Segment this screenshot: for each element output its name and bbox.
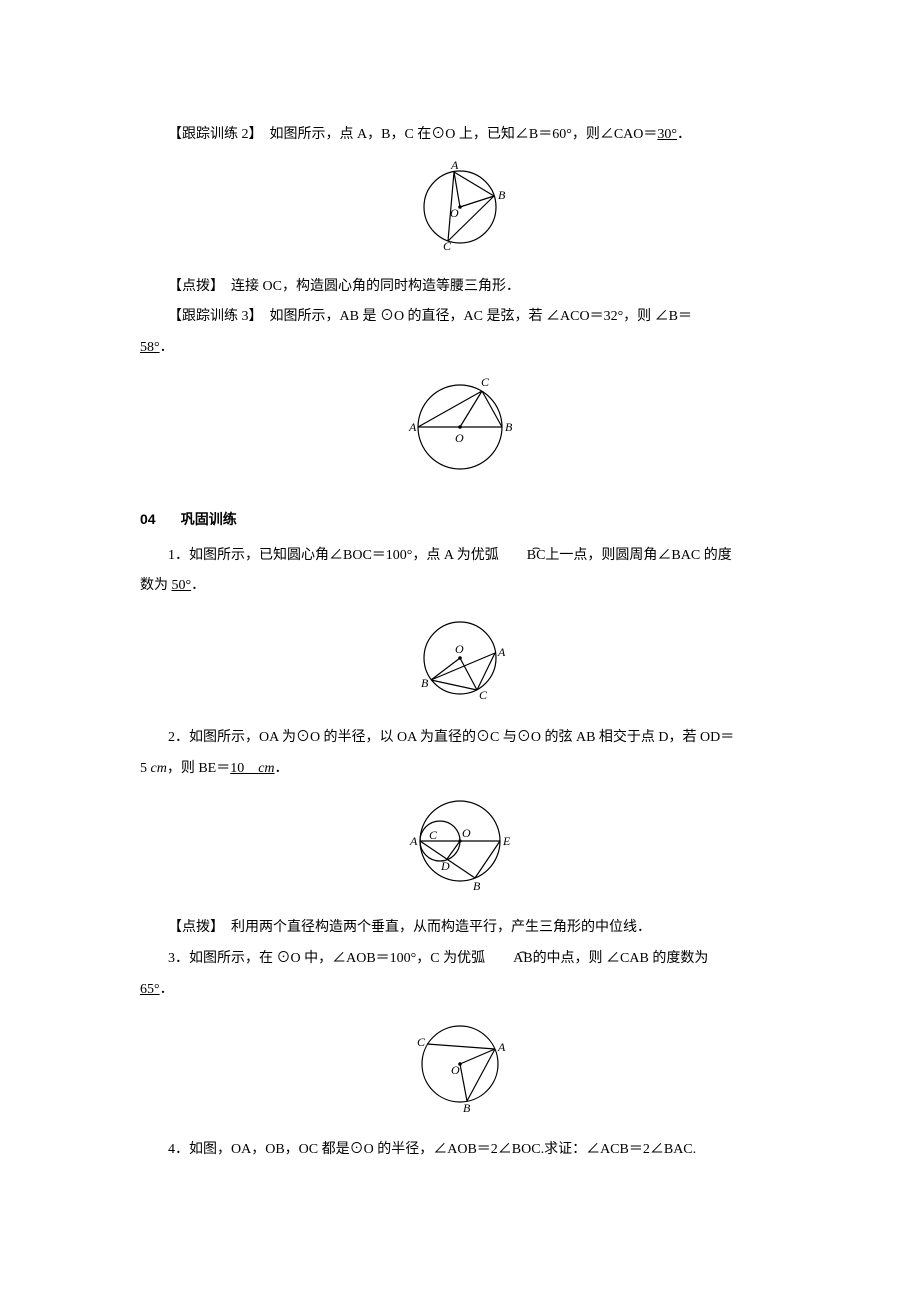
- svg-text:C: C: [429, 828, 438, 842]
- hint-2-text: 【点拨】 利用两个直径构造两个垂直，从而构造平行，产生三角形的中位线．: [168, 920, 651, 935]
- q1-answer: 50°: [172, 578, 192, 593]
- svg-text:C: C: [479, 688, 488, 702]
- figure-1: A B C O: [140, 159, 780, 264]
- arc-bc: ⌢BC: [499, 541, 546, 572]
- svg-text:E: E: [502, 834, 511, 848]
- q2-line1: 2．如图所示，OA 为⊙O 的半径，以 OA 为直径的⊙C 与⊙O 的弦 AB …: [168, 730, 734, 745]
- practice-2-suffix: ．: [677, 127, 691, 142]
- svg-text:O: O: [455, 642, 464, 656]
- q1-pre2: 上一点，则圆周角∠BAC 的度: [545, 548, 731, 563]
- practice-3-suffix: ．: [160, 340, 174, 355]
- figure-2-svg: A B C O: [395, 372, 525, 477]
- svg-text:O: O: [455, 431, 464, 445]
- svg-text:B: B: [463, 1101, 471, 1114]
- svg-text:D: D: [440, 859, 450, 873]
- practice-2: 【跟踪训练 2】 如图所示，点 A，B，C 在⊙O 上，已知∠B＝60°，则∠C…: [140, 120, 780, 151]
- q3-pre1: 3．如图所示，在 ⊙O 中，∠AOB＝100°，C 为优弧: [168, 951, 485, 966]
- svg-text:O: O: [451, 1063, 460, 1077]
- q2-line2a: 5: [140, 761, 151, 776]
- section-header: 04 巩固训练: [140, 504, 780, 537]
- q4-text: 4．如图，OA，OB，OC 都是⊙O 的半径，∠AOB＝2∠BOC.求证：∠AC…: [168, 1142, 696, 1157]
- question-1-line2: 数为 50°．: [140, 571, 780, 602]
- section-number: 04: [140, 511, 156, 527]
- q1-suffix: ．: [191, 578, 205, 593]
- page: 【跟踪训练 2】 如图所示，点 A，B，C 在⊙O 上，已知∠B＝60°，则∠C…: [0, 0, 920, 1305]
- question-3-line1: 3．如图所示，在 ⊙O 中，∠AOB＝100°，C 为优弧⌢AB的中点，则 ∠C…: [140, 944, 780, 975]
- q3-suffix: ．: [160, 982, 174, 997]
- q2-answer: 10 cm: [230, 761, 274, 776]
- figure-3: A B C O: [140, 610, 780, 715]
- question-1-line1: 1．如图所示，已知圆心角∠BOC＝100°，点 A 为优弧⌢BC上一点，则圆周角…: [140, 541, 780, 572]
- practice-2-answer: 30°: [657, 127, 677, 142]
- svg-text:O: O: [462, 826, 471, 840]
- svg-text:A: A: [497, 645, 506, 659]
- q3-pre2: 的中点，则 ∠CAB 的度数为: [533, 951, 709, 966]
- practice-3-answer-line: 58°．: [140, 333, 780, 364]
- svg-text:C: C: [481, 375, 490, 389]
- practice-2-text: 【跟踪训练 2】 如图所示，点 A，B，C 在⊙O 上，已知∠B＝60°，则∠C…: [168, 127, 657, 142]
- question-4: 4．如图，OA，OB，OC 都是⊙O 的半径，∠AOB＝2∠BOC.求证：∠AC…: [140, 1135, 780, 1166]
- practice-3: 【跟踪训练 3】 如图所示，AB 是 ⊙O 的直径，AC 是弦，若 ∠ACO＝3…: [140, 302, 780, 333]
- figure-5: A B C O: [140, 1014, 780, 1127]
- svg-text:O: O: [450, 206, 459, 220]
- figure-4-svg: A C O E D B: [395, 793, 525, 893]
- svg-text:C: C: [443, 239, 452, 251]
- q3-answer: 65°: [140, 982, 160, 997]
- svg-text:B: B: [498, 188, 506, 202]
- question-2-line1: 2．如图所示，OA 为⊙O 的半径，以 OA 为直径的⊙C 与⊙O 的弦 AB …: [140, 723, 780, 754]
- figure-3-svg: A B C O: [405, 610, 515, 702]
- practice-3-answer: 58°: [140, 340, 160, 355]
- svg-text:A: A: [408, 420, 417, 434]
- q2-line2b: ，则 BE＝: [167, 761, 230, 776]
- figure-4: A C O E D B: [140, 793, 780, 906]
- practice-3-text: 【跟踪训练 3】 如图所示，AB 是 ⊙O 的直径，AC 是弦，若 ∠ACO＝3…: [168, 309, 692, 324]
- question-3-line2: 65°．: [140, 975, 780, 1006]
- q1-pre1: 1．如图所示，已知圆心角∠BOC＝100°，点 A 为优弧: [168, 548, 499, 563]
- svg-text:B: B: [505, 420, 513, 434]
- question-2-line2: 5 cm，则 BE＝10 cm．: [140, 754, 780, 785]
- svg-text:A: A: [497, 1040, 506, 1054]
- section-title: 巩固训练: [181, 513, 237, 528]
- figure-2: A B C O: [140, 372, 780, 490]
- figure-5-svg: A B C O: [405, 1014, 515, 1114]
- hint-2: 【点拨】 利用两个直径构造两个垂直，从而构造平行，产生三角形的中位线．: [140, 913, 780, 944]
- q1-line2a: 数为: [140, 578, 172, 593]
- svg-text:A: A: [450, 159, 459, 172]
- svg-text:B: B: [473, 879, 481, 893]
- q2-suffix: ．: [275, 761, 289, 776]
- svg-text:C: C: [417, 1035, 426, 1049]
- hint-1: 【点拨】 连接 OC，构造圆心角的同时构造等腰三角形．: [140, 272, 780, 303]
- svg-text:A: A: [409, 834, 418, 848]
- figure-1-svg: A B C O: [405, 159, 515, 251]
- q2-unit1: cm: [151, 761, 167, 776]
- svg-text:B: B: [421, 676, 429, 690]
- arc-ab: ⌢AB: [485, 944, 532, 975]
- hint-1-text: 【点拨】 连接 OC，构造圆心角的同时构造等腰三角形．: [168, 279, 520, 294]
